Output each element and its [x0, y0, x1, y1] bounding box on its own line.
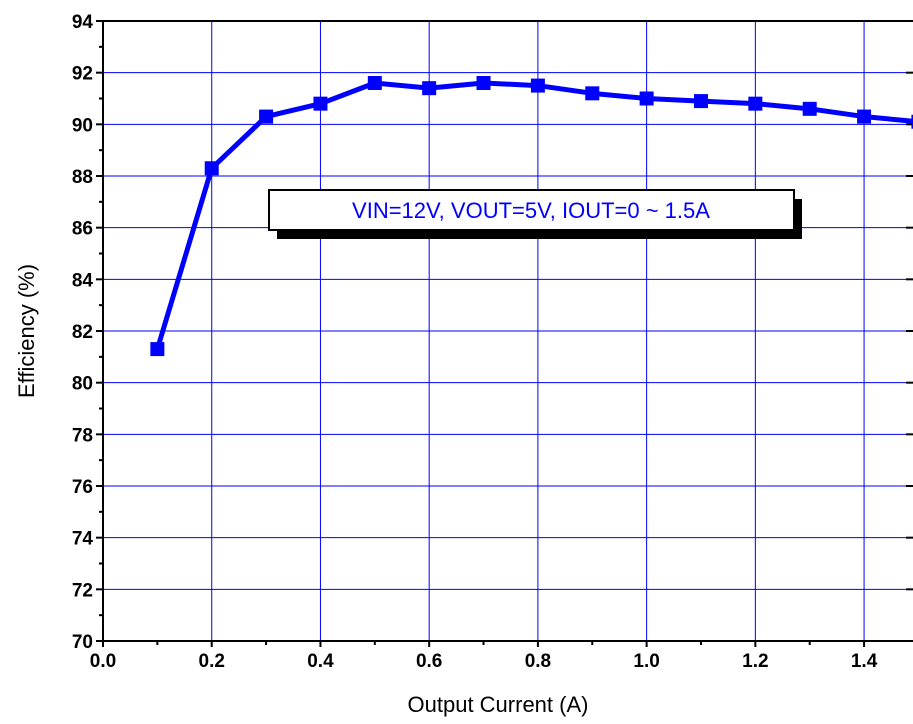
x-tick-label: 0.0 [90, 651, 116, 672]
data-point [530, 78, 545, 93]
data-point [259, 109, 274, 124]
x-tick-label: 0.2 [199, 651, 225, 672]
data-point [367, 76, 382, 90]
y-tick-label: 94 [72, 12, 94, 33]
y-tick-label: 72 [72, 580, 93, 601]
x-tick-label: 0.4 [307, 651, 334, 672]
annotation-box: VIN=12V, VOUT=5V, IOUT=0 ~ 1.5A [268, 189, 802, 239]
data-point [748, 96, 763, 111]
data-point [476, 76, 491, 90]
data-point [150, 342, 165, 357]
y-tick-label: 90 [72, 115, 93, 136]
data-point [422, 81, 437, 96]
data-point [693, 94, 708, 109]
y-tick-label: 74 [72, 529, 94, 550]
x-axis-title: Output Current (A) [408, 692, 589, 717]
grid-lines [103, 21, 913, 641]
y-tick-label: 78 [72, 425, 93, 446]
y-tick-label: 86 [72, 219, 93, 240]
y-axis-title: Efficiency (%) [14, 264, 39, 398]
tick-labels: 0.0 0.2 0.4 0.6 0.8 1.0 1.2 1.4 70 72 74 76 78 80 82 84… [72, 12, 878, 672]
y-tick-label: 92 [72, 64, 93, 85]
x-tick-label: 0.6 [416, 651, 442, 672]
data-point [313, 96, 328, 111]
x-tick-label: 1.4 [851, 651, 878, 672]
data-point [857, 109, 872, 124]
y-tick-label: 82 [72, 322, 93, 343]
tick-marks [96, 20, 913, 647]
data-point [911, 114, 913, 129]
y-tick-label: 88 [72, 167, 93, 188]
data-point [802, 101, 817, 116]
annotation-frame [268, 189, 795, 231]
x-tick-label: 1.0 [633, 651, 659, 672]
data-point [585, 86, 600, 101]
y-tick-label: 76 [72, 477, 93, 498]
x-tick-label: 1.2 [742, 651, 768, 672]
x-tick-label: 0.8 [525, 651, 551, 672]
data-point [639, 91, 654, 106]
data-point [204, 161, 219, 176]
y-tick-label: 70 [72, 632, 93, 653]
y-tick-label: 80 [72, 374, 93, 395]
y-tick-label: 84 [72, 270, 94, 291]
annotation-text: VIN=12V, VOUT=5V, IOUT=0 ~ 1.5A [352, 198, 710, 223]
series-layer [150, 76, 913, 357]
